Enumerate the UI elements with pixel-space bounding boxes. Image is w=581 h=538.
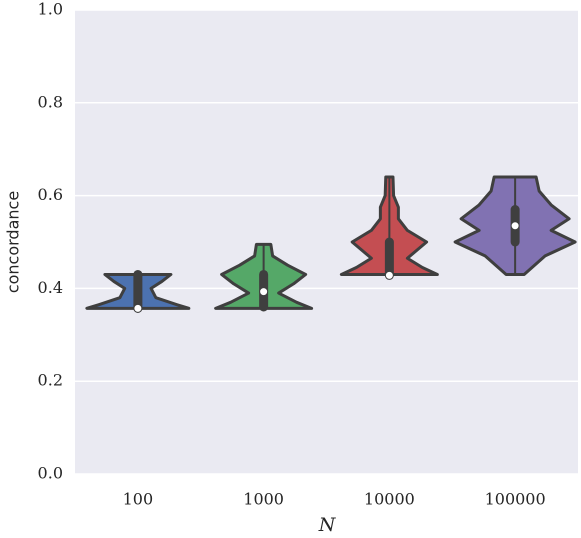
x-tick-label: 1000 <box>243 490 284 509</box>
x-axis-label: N <box>318 514 337 536</box>
median <box>133 303 143 313</box>
median <box>510 221 520 231</box>
y-tick-label: 0.2 <box>38 371 63 390</box>
x-tick-label: 100 <box>123 490 154 509</box>
y-axis-label: concordance <box>4 191 23 293</box>
y-tick-label: 1.0 <box>38 0 63 19</box>
y-tick-label: 0.8 <box>38 92 63 111</box>
x-tick-label: 10000 <box>364 490 415 509</box>
y-tick-label: 0.0 <box>38 464 63 483</box>
y-tick-label: 0.4 <box>38 278 63 297</box>
median <box>384 270 394 280</box>
x-tick-label: 100000 <box>485 490 546 509</box>
y-tick-label: 0.6 <box>38 185 63 204</box>
median <box>259 287 269 297</box>
